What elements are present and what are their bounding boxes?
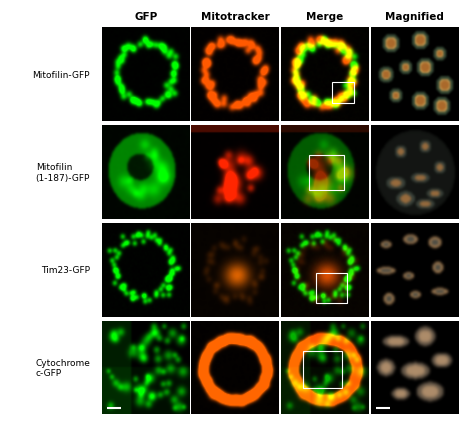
- Text: Mitotracker: Mitotracker: [201, 12, 270, 22]
- Text: Merge: Merge: [306, 12, 344, 22]
- Bar: [309, 155, 344, 191]
- Text: Cytochrome
c-GFP: Cytochrome c-GFP: [35, 358, 90, 378]
- Bar: [332, 82, 354, 103]
- Text: Magnified: Magnified: [385, 12, 444, 22]
- Text: Tim23-GFP: Tim23-GFP: [41, 266, 90, 275]
- Text: Mitofilin
(1-187)-GFP: Mitofilin (1-187)-GFP: [36, 163, 90, 182]
- Bar: [316, 274, 347, 303]
- Bar: [303, 351, 342, 388]
- Text: Mitofilin-GFP: Mitofilin-GFP: [33, 70, 90, 79]
- Text: GFP: GFP: [134, 12, 157, 22]
